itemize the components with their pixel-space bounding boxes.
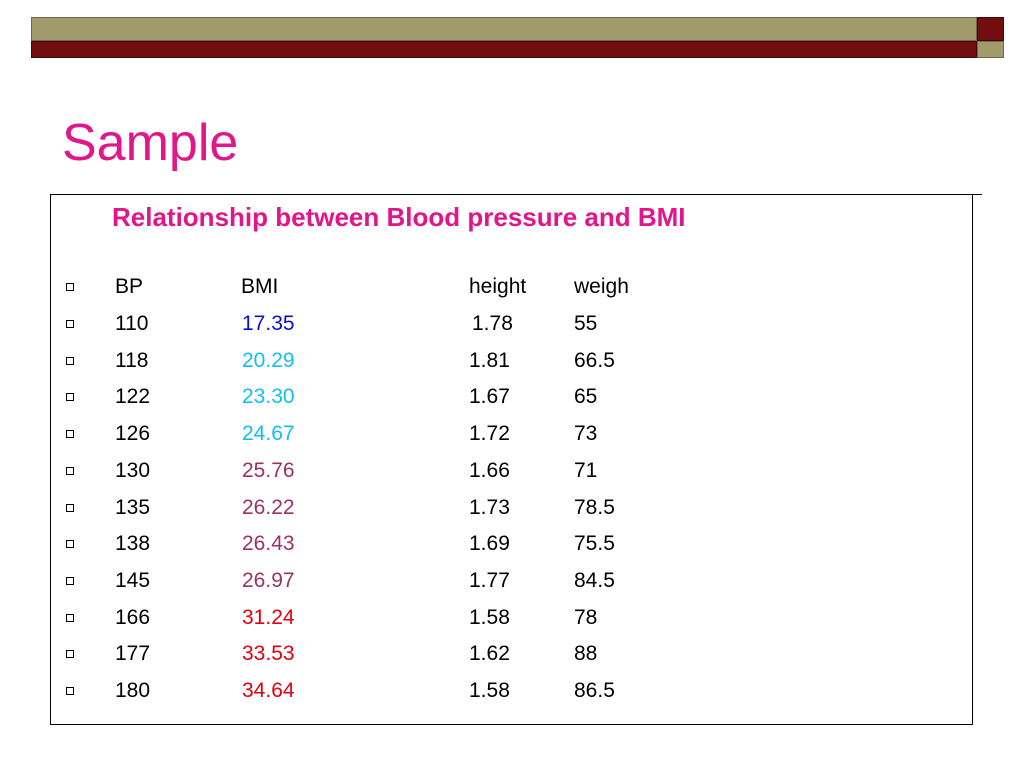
cell-height: 1.77 [469,568,510,592]
cell-bmi: 34.64 [242,679,295,702]
cell-bp: 138 [115,532,151,556]
cell-weight: 55 [574,312,598,335]
hollow-square-bullet-icon [66,430,74,439]
cell-height: 1.81 [469,348,510,372]
cell-bp: 135 [115,495,151,519]
title-divider [50,194,982,195]
header-bar-maroon [31,41,977,58]
cell-bp: 166 [115,605,151,629]
table-row: 145 26.97 1.77 84.5 [0,563,1024,599]
content-box [50,194,973,725]
cell-height: 1.58 [469,605,510,629]
cell-weight: 86.5 [574,679,615,702]
cell-bmi: 31.24 [242,605,295,629]
cell-height: 1.73 [469,495,510,519]
table-row: 177 33.53 1.62 88 [0,636,1024,672]
cell-bmi: 25.76 [242,458,295,482]
table-header-row: BP BMI height weigh [0,269,1024,305]
corner-block-maroon [977,17,1004,41]
slide-title: Sample [62,114,239,172]
hollow-square-bullet-icon [66,503,74,512]
hollow-square-bullet-icon [66,613,74,622]
cell-weight: 75.5 [574,532,615,556]
cell-bp: 177 [115,642,151,666]
hollow-square-bullet-icon [66,320,74,328]
cell-bmi: 26.22 [242,495,295,519]
cell-height: 1.66 [469,458,510,482]
cell-bmi: 20.29 [242,348,295,372]
cell-bmi: 26.43 [242,532,295,556]
cell-bmi: 26.97 [242,568,295,592]
table-row: 122 23.30 1.67 65 [0,379,1024,415]
table-row: 118 20.29 1.81 66.5 [0,343,1024,379]
table-subtitle: Relationship between Blood pressure and … [112,202,686,232]
table-row: 166 31.24 1.58 78 [0,600,1024,636]
hollow-square-bullet-icon [66,466,74,475]
table-row: 130 25.76 1.66 71 [0,453,1024,489]
cell-weight: 88 [574,642,598,666]
cell-bp: 122 [115,385,151,409]
cell-bp: 130 [115,458,151,482]
table-row: 138 26.43 1.69 75.5 [0,526,1024,562]
corner-block-olive [977,41,1004,58]
cell-height: 1.67 [469,385,510,409]
cell-bmi: 23.30 [242,385,295,409]
cell-height: 1.58 [469,679,510,702]
hollow-square-bullet-icon [66,393,74,402]
header-bmi: BMI [241,275,279,298]
cell-weight: 78.5 [574,495,615,519]
cell-height: 1.78 [472,312,513,335]
cell-height: 1.72 [469,422,510,446]
header-bp: BP [115,275,144,298]
cell-bp: 126 [115,422,151,446]
cell-weight: 84.5 [574,568,615,592]
cell-bmi: 33.53 [242,642,295,666]
table-row: 135 26.22 1.73 78.5 [0,490,1024,526]
cell-bp: 180 [115,679,151,702]
cell-bp: 118 [115,348,149,372]
hollow-square-bullet-icon [66,540,74,549]
table-row: 110 17.35 1.78 55 [0,306,1024,342]
hollow-square-bullet-icon [66,687,74,695]
hollow-square-bullet-icon [66,650,74,659]
cell-bmi: 17.35 [242,312,295,335]
hollow-square-bullet-icon [66,576,74,585]
header-height: height [469,275,527,298]
header-weight: weigh [574,275,629,298]
hollow-square-bullet-icon [66,356,74,365]
cell-bmi: 24.67 [242,422,295,446]
cell-weight: 66.5 [574,348,615,372]
cell-weight: 71 [574,458,598,482]
cell-weight: 65 [574,385,598,409]
table-row: 126 24.67 1.72 73 [0,416,1024,452]
table-row: 180 34.64 1.58 86.5 [0,673,1024,709]
cell-bp: 110 [115,312,149,335]
hollow-square-bullet-icon [66,283,74,291]
cell-height: 1.62 [469,642,510,666]
cell-height: 1.69 [469,532,510,556]
header-bar-olive [31,17,977,41]
cell-weight: 78 [574,605,598,629]
cell-bp: 145 [115,568,151,592]
cell-weight: 73 [574,422,598,446]
